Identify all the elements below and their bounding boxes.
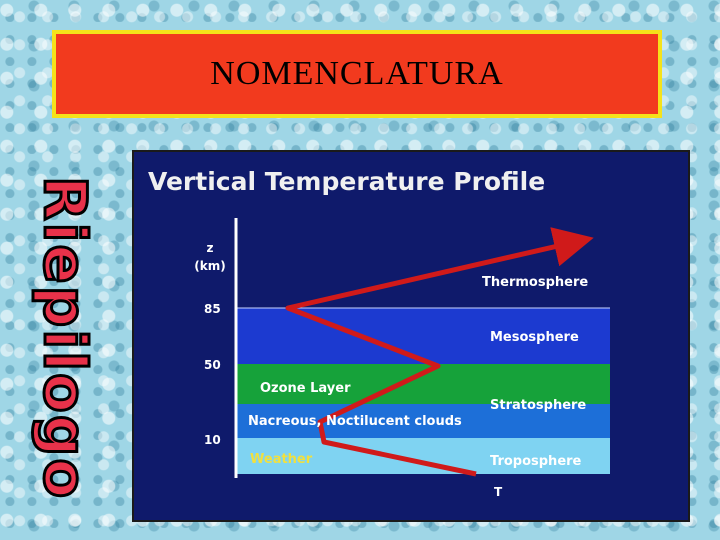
label-troposphere: Troposphere	[490, 454, 582, 469]
side-label: Riepilogo	[30, 152, 101, 524]
y-tick-85: 85	[204, 302, 221, 316]
label-weather: Weather	[250, 452, 313, 467]
y-axis-unit: (km)	[194, 259, 225, 273]
title-banner: NOMENCLATURA	[52, 30, 662, 118]
label-stratosphere: Stratosphere	[490, 398, 586, 413]
y-tick-50: 50	[204, 358, 221, 372]
y-axis-label: z	[207, 241, 214, 255]
label-ozone-layer: Ozone Layer	[260, 381, 351, 396]
diagram-heading: Vertical Temperature Profile	[148, 167, 545, 196]
mesosphere-band	[236, 308, 610, 364]
stratosphere-band	[236, 404, 610, 438]
label-clouds: Nacreous, Noctilucent clouds	[248, 414, 462, 429]
slide-title: NOMENCLATURA	[210, 55, 504, 92]
y-tick-10: 10	[204, 433, 221, 447]
troposphere-band	[236, 438, 610, 474]
label-mesosphere: Mesosphere	[490, 330, 579, 345]
temperature-profile-panel: Vertical Temperature Profile z (km) 85 5…	[132, 150, 690, 522]
x-axis-label: T	[494, 485, 503, 499]
label-thermosphere: Thermosphere	[482, 275, 588, 290]
side-label-text: Riepilogo	[30, 174, 101, 501]
temperature-profile-line	[285, 227, 594, 477]
temperature-profile-diagram: Vertical Temperature Profile z (km) 85 5…	[148, 167, 610, 499]
